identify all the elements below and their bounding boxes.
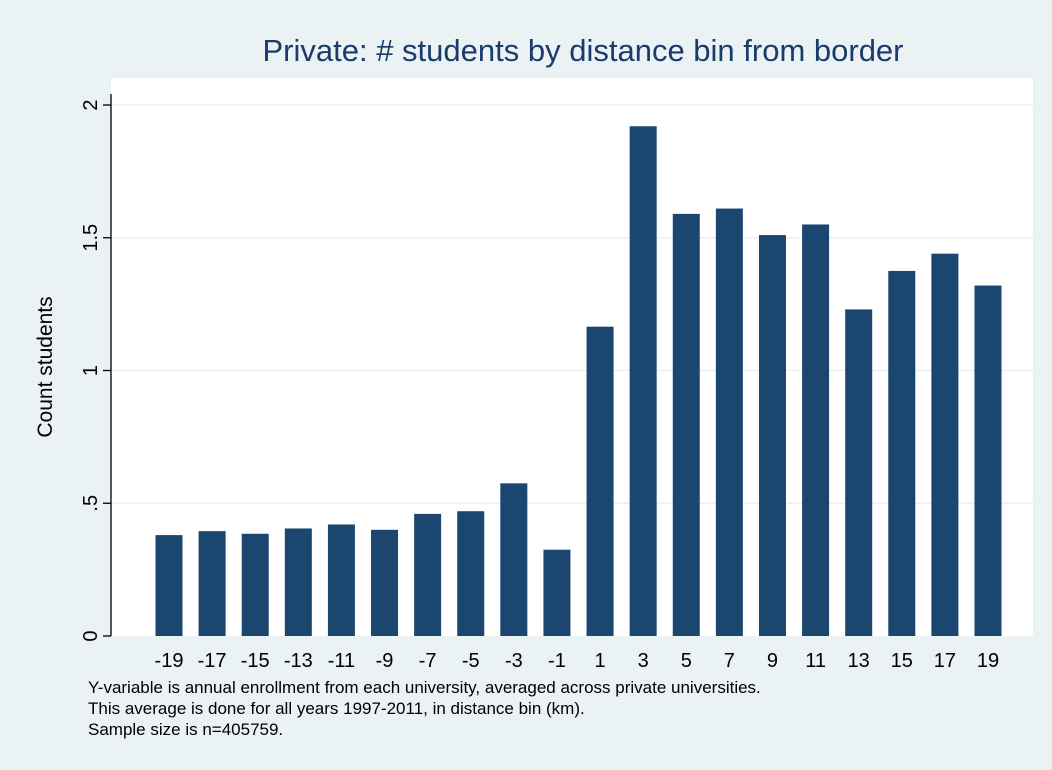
bar-3	[629, 126, 657, 637]
x-tick-label: -15	[241, 650, 270, 672]
x-tick-label: 1	[594, 650, 605, 672]
bar--13	[284, 528, 312, 636]
bar--1	[543, 549, 571, 636]
bar--11	[327, 524, 355, 636]
x-tick-label: -7	[419, 650, 437, 672]
note-line-1: Y-variable is annual enrollment from eac…	[88, 678, 761, 697]
y-axis-label: Count students	[34, 296, 57, 437]
bars	[155, 126, 1002, 637]
x-tick-label: 9	[767, 650, 778, 672]
note-line-2: This average is done for all years 1997-…	[88, 699, 585, 718]
x-tick-label: -9	[376, 650, 394, 672]
x-tick-label: 11	[805, 650, 826, 672]
bar--17	[198, 531, 226, 636]
chart-title: Private: # students by distance bin from…	[263, 33, 904, 68]
x-tick-label: -1	[548, 650, 566, 672]
bar--19	[155, 535, 183, 636]
x-tick-label: -13	[284, 650, 313, 672]
bar--3	[500, 483, 528, 636]
note-line-3: Sample size is n=405759.	[88, 720, 283, 739]
x-tick-label: -11	[328, 650, 355, 672]
y-tick-label: 0	[80, 630, 102, 641]
x-tick-label: 7	[724, 650, 735, 672]
x-ticks: -19 -17 -15 -13 -11 -9 -7 -5 -3 -1 1 3 5 7 9 11 13 15 17 19	[155, 650, 1000, 672]
y-tick-label: .5	[80, 495, 102, 512]
x-tick-label: -5	[462, 650, 480, 672]
bar-5	[672, 213, 700, 637]
grid-lines	[111, 104, 1033, 504]
bar-13	[845, 309, 873, 636]
x-tick-label: -19	[155, 650, 184, 672]
y-tick-label: 1	[80, 365, 102, 376]
x-tick-label: -17	[198, 650, 227, 672]
bar-15	[888, 270, 916, 636]
x-tick-label: 17	[934, 650, 956, 672]
bar--7	[414, 513, 442, 636]
y-tick-label: 1.5	[80, 224, 102, 252]
chart-notes: Y-variable is annual enrollment from eac…	[88, 678, 761, 739]
bar-17	[931, 253, 959, 636]
x-tick-label: 13	[848, 650, 870, 672]
y-tick-label: 2	[80, 99, 102, 110]
x-tick-label: 19	[977, 650, 999, 672]
x-tick-label: 3	[638, 650, 649, 672]
x-tick-label: -3	[505, 650, 523, 672]
bar--15	[241, 533, 269, 636]
bar--5	[457, 511, 485, 636]
x-tick-label: 15	[891, 650, 913, 672]
bar-1	[586, 326, 614, 636]
bar-11	[802, 224, 830, 636]
y-ticks: 0 .5 1 1.5 2	[80, 99, 111, 642]
bar-19	[974, 285, 1002, 636]
bar-7	[715, 208, 743, 637]
bar--9	[371, 529, 399, 636]
x-tick-label: 5	[681, 650, 692, 672]
bar-9	[758, 235, 786, 636]
